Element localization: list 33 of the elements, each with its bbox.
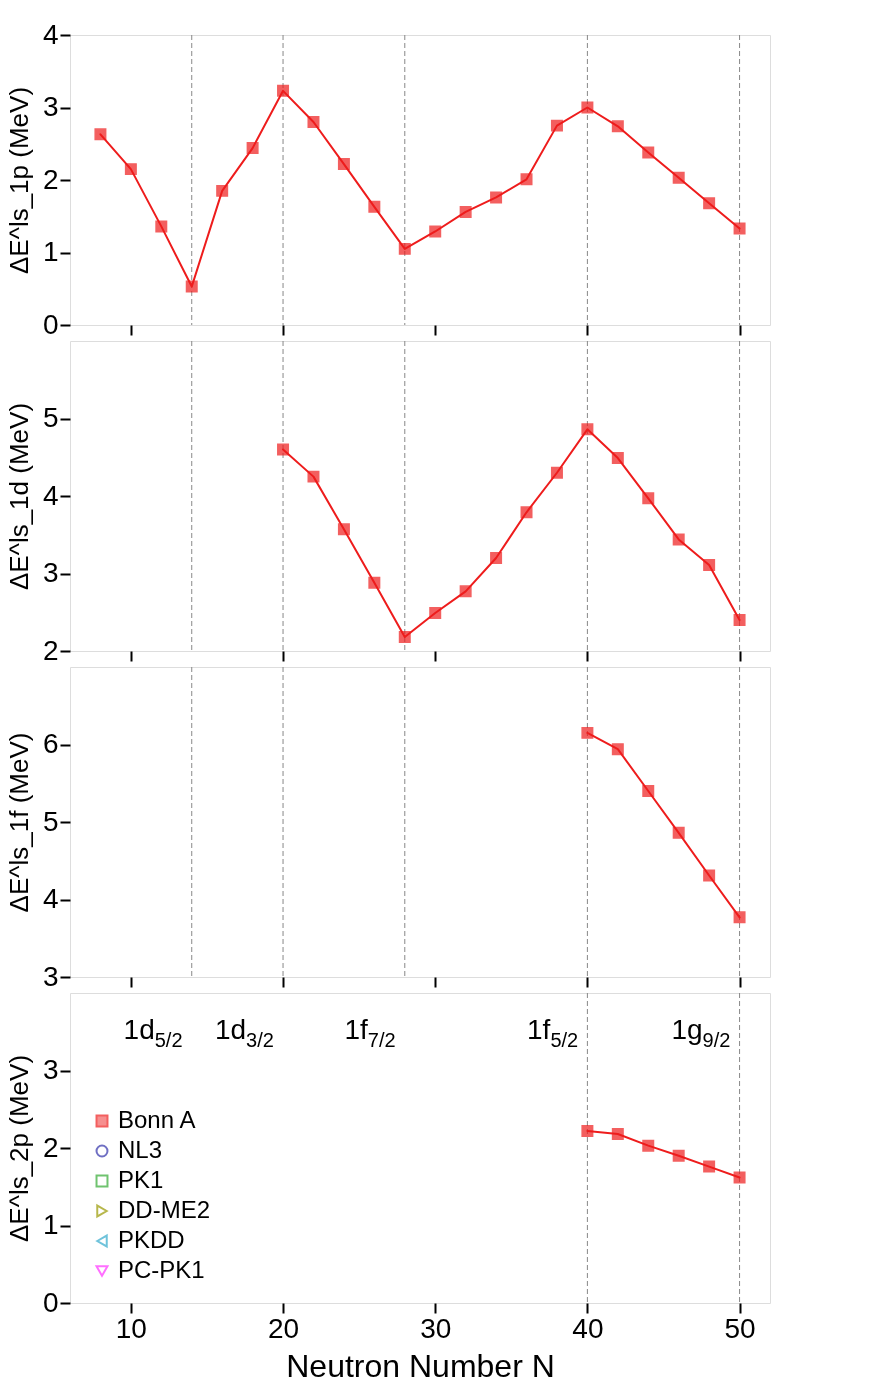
legend-label: PK1	[118, 1166, 164, 1193]
y-tick-label: 2	[42, 163, 59, 195]
x-tick-label: 20	[267, 1312, 300, 1344]
y-axis-title: ΔE^ls_1d (MeV)	[3, 402, 34, 591]
x-axis-title: Neutron Number N	[286, 1347, 555, 1384]
y-tick-label: 3	[42, 91, 59, 122]
y-tick-label: 4	[42, 883, 59, 914]
y-tick-label: 5	[42, 805, 59, 837]
x-tick-label: 10	[115, 1312, 147, 1344]
legend-label: PC-PK1	[118, 1256, 205, 1283]
y-axis-title: ΔE^ls_1p (MeV)	[3, 86, 34, 275]
x-tick-label: 50	[724, 1312, 756, 1344]
x-tick-label: 40	[572, 1312, 604, 1344]
y-tick-label: 4	[42, 479, 59, 511]
legend-label: Bonn A	[118, 1106, 196, 1133]
y-tick-label: 2	[42, 1131, 59, 1163]
legend-label: PKDD	[118, 1226, 185, 1253]
y-tick-label: 1	[42, 236, 59, 267]
y-axis-title: ΔE^ls_1f (MeV)	[3, 732, 34, 913]
y-tick-label: 0	[42, 308, 59, 340]
legend-label: DD-ME2	[118, 1196, 211, 1223]
y-tick-label: 3	[42, 557, 59, 588]
x-tick-label: 30	[420, 1312, 452, 1344]
y-tick-label: 1	[42, 1209, 59, 1240]
y-tick-label: 6	[42, 728, 59, 759]
y-tick-label: 2	[42, 634, 59, 666]
y-tick-label: 3	[42, 1054, 59, 1085]
y-axis-title: ΔE^ls_2p (MeV)	[3, 1054, 34, 1243]
y-tick-label: 0	[42, 1286, 59, 1318]
y-tick-label: 5	[42, 402, 59, 433]
y-tick-label: 4	[42, 18, 59, 50]
legend-label: NL3	[118, 1136, 163, 1163]
y-tick-label: 3	[42, 960, 59, 992]
